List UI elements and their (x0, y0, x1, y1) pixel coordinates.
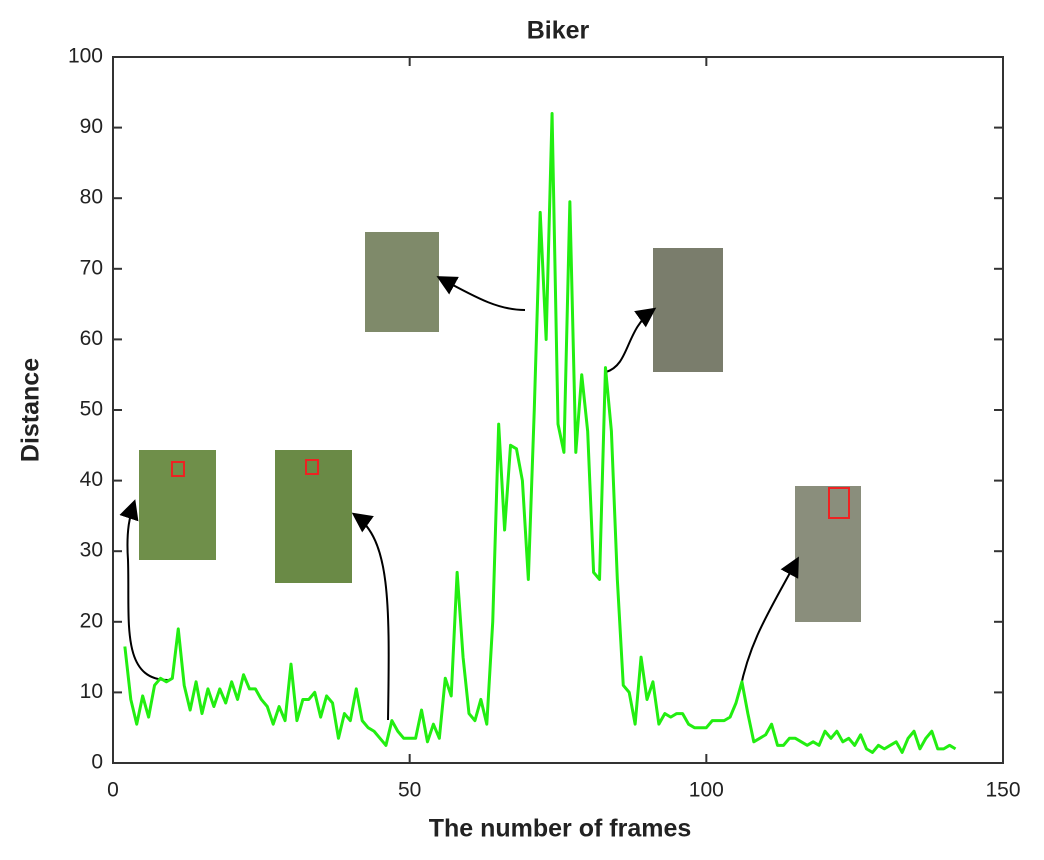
thumbnail (139, 450, 216, 560)
y-tick-label: 0 (91, 751, 103, 774)
thumbnails (139, 232, 861, 622)
y-tick-label: 40 (80, 468, 103, 491)
bbox (305, 459, 319, 475)
y-tick-label: 80 (80, 186, 103, 209)
y-tick-label: 20 (80, 609, 103, 632)
data-line (123, 111, 957, 754)
y-tick-label: 70 (80, 256, 103, 279)
y-tick-label: 90 (80, 115, 103, 138)
x-tick-label: 50 (398, 779, 421, 802)
arrows (119, 276, 799, 721)
arrow (605, 307, 657, 373)
arrow (351, 512, 390, 721)
chart-title: Biker (527, 17, 590, 45)
y-tick-label: 50 (80, 398, 103, 421)
thumbnail (275, 450, 352, 583)
bbox (171, 461, 185, 477)
bbox (828, 487, 850, 519)
x-tick-label: 150 (985, 779, 1020, 802)
x-tick-label: 100 (689, 779, 724, 802)
thumbnail (653, 248, 723, 372)
x-tick-label: 0 (107, 779, 119, 802)
y-axis-label: Distance (17, 358, 45, 462)
arrow (119, 499, 169, 681)
y-tick-label: 100 (68, 45, 103, 68)
y-tick-label: 30 (80, 539, 103, 562)
arrow (739, 556, 799, 691)
y-tick-label: 10 (80, 680, 103, 703)
arrow (436, 276, 526, 311)
x-axis-label: The number of frames (429, 815, 692, 843)
thumbnail (365, 232, 439, 332)
y-tick-label: 60 (80, 327, 103, 350)
